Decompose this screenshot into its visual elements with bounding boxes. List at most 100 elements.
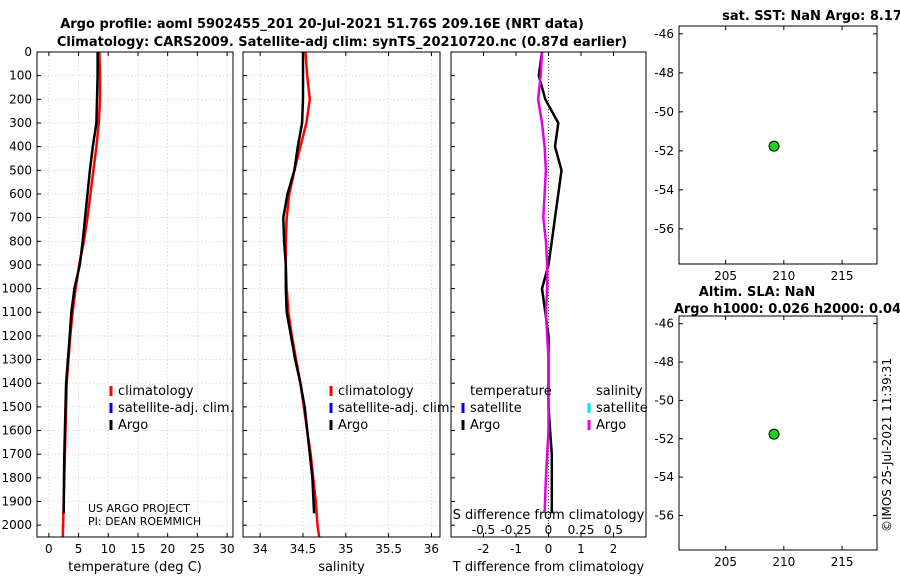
x-tick-label: 10 <box>101 542 116 556</box>
x-tick-label: 215 <box>831 269 854 283</box>
y-tick-label: -54 <box>654 183 674 197</box>
x-tick-label: 210 <box>772 269 795 283</box>
y-tick-label: -54 <box>654 470 674 484</box>
x-tick-label: 215 <box>831 555 854 569</box>
legend-label: climatology <box>338 384 414 399</box>
y-tick-label: 100 <box>9 69 32 83</box>
sla-map-panel: 205 210 215 -46 -48 -50 -52 -54 -56 <box>654 315 878 569</box>
y-tick-label: -50 <box>654 393 674 407</box>
x-tick-label: 35.5 <box>375 542 402 556</box>
sla-map-title2: Argo h1000: 0.026 h2000: 0.041 <box>674 302 900 317</box>
x-tick-label: 0 <box>545 542 553 556</box>
figure-title-line2: Climatology: CARS2009. Satellite-adj cli… <box>57 35 627 50</box>
map-frame <box>678 25 878 265</box>
y-tick-label: -52 <box>654 432 674 446</box>
s-tick-label: 0 <box>545 523 553 537</box>
x-tick-label: 1 <box>577 542 585 556</box>
y-tick-label: -46 <box>654 27 674 41</box>
y-tick-label: 300 <box>9 116 32 130</box>
y-tick-label: -46 <box>654 317 674 331</box>
series-line-argo <box>282 52 316 514</box>
legend-label: Argo <box>338 418 368 433</box>
y-tick-label: 700 <box>9 211 32 225</box>
x-axis-label: temperature (deg C) <box>68 560 202 575</box>
series-line-argo <box>62 52 99 514</box>
legend-label: Argo <box>596 418 626 433</box>
y-tick-label: -56 <box>654 508 674 522</box>
y-tick-label: 1200 <box>1 329 32 343</box>
y-tick-label: -50 <box>654 105 674 119</box>
x-tick-label: 20 <box>160 542 175 556</box>
x-axis-label: salinity <box>318 560 365 575</box>
y-tick-label: 1000 <box>1 282 32 296</box>
argo-location-marker <box>768 428 780 440</box>
y-tick-label: 400 <box>9 140 32 154</box>
plot-frame <box>36 51 234 538</box>
y-tick-label: 1300 <box>1 353 32 367</box>
y-tick-label: 0 <box>24 45 32 59</box>
x-tick-label: 0 <box>45 542 53 556</box>
y-tick-label: 2000 <box>1 518 32 532</box>
x-tick-label: 30 <box>219 542 234 556</box>
legend-group-title: salinity <box>596 384 643 399</box>
legend-label: satellite-adj. clim. <box>118 401 234 416</box>
x-tick-label: -2 <box>478 542 490 556</box>
series-line-climatology <box>61 51 102 538</box>
x-tick-label: 25 <box>190 542 205 556</box>
y-tick-label: -56 <box>654 222 674 236</box>
salinity-panel: 34 34.5 35 35.5 36 salinity climatology satelli… <box>242 51 454 575</box>
x-axis-label: T difference from climatology <box>452 560 645 575</box>
s-tick-label: 0.5 <box>604 523 623 537</box>
y-tick-label: 1800 <box>1 471 32 485</box>
x-tick-label: 34 <box>252 542 267 556</box>
y-tick-label: 1100 <box>1 305 32 319</box>
x-tick-label: 36 <box>424 542 439 556</box>
y-tick-label: -48 <box>654 355 674 369</box>
x-tick-label: 35 <box>338 542 353 556</box>
s-axis-label: S difference from climatology <box>453 508 645 523</box>
x-tick-label: 205 <box>714 555 737 569</box>
legend-label: climatology <box>118 384 194 399</box>
x-tick-label: 34.5 <box>290 542 317 556</box>
imos-timestamp: ©IMOS 25-Jul-2021 11:39:31 <box>880 358 894 532</box>
sst-map-panel: 205 210 215 -46 -48 -50 -52 -54 -56 <box>654 25 878 283</box>
y-tick-label: 800 <box>9 234 32 248</box>
legend-group-title: temperature <box>470 384 552 399</box>
y-tick-label: -48 <box>654 66 674 80</box>
x-tick-label: -1 <box>510 542 522 556</box>
legend-label: Argo <box>470 418 500 433</box>
x-tick-label: 15 <box>130 542 145 556</box>
y-tick-label: 1900 <box>1 495 32 509</box>
s-tick-label: 0.25 <box>568 523 595 537</box>
plot-frame <box>242 51 441 538</box>
y-tick-label: 200 <box>9 92 32 106</box>
sla-map-title: Altim. SLA: NaN <box>699 285 815 300</box>
y-tick-label: 1600 <box>1 424 32 438</box>
difference-panel: -2 -1 0 1 2 T difference from climatology S di… <box>450 51 648 575</box>
sst-map-title: sat. SST: NaN Argo: 8.17 <box>722 9 900 24</box>
y-tick-label: 600 <box>9 187 32 201</box>
figure-title-line1: Argo profile: aoml 5902455_201 20-Jul-20… <box>60 17 584 32</box>
y-tick-label: 1700 <box>1 447 32 461</box>
map-frame <box>678 315 878 551</box>
project-note-line: US ARGO PROJECT <box>88 502 190 515</box>
temperature-panel: 0 5 10 15 20 25 300100200300400500600700800900… <box>1 45 234 575</box>
x-tick-label: 5 <box>75 542 83 556</box>
legend-label: satellite <box>470 401 522 416</box>
legend-label: satellite-adj. clim. <box>338 401 454 416</box>
y-tick-label: -52 <box>654 144 674 158</box>
s-tick-label: -0.5 <box>472 523 495 537</box>
y-tick-label: 1400 <box>1 376 32 390</box>
legend-label: Argo <box>118 418 148 433</box>
y-tick-label: 1500 <box>1 400 32 414</box>
series-line-salinity-argo <box>536 51 550 514</box>
x-tick-label: 205 <box>714 269 737 283</box>
s-tick-label: -0.25 <box>500 523 531 537</box>
y-tick-label: 900 <box>9 258 32 272</box>
y-tick-label: 500 <box>9 163 32 177</box>
legend-label: satellite <box>596 401 648 416</box>
argo-location-marker <box>768 140 780 152</box>
x-tick-label: 2 <box>610 542 618 556</box>
project-note-line: PI: DEAN ROEMMICH <box>88 515 201 528</box>
